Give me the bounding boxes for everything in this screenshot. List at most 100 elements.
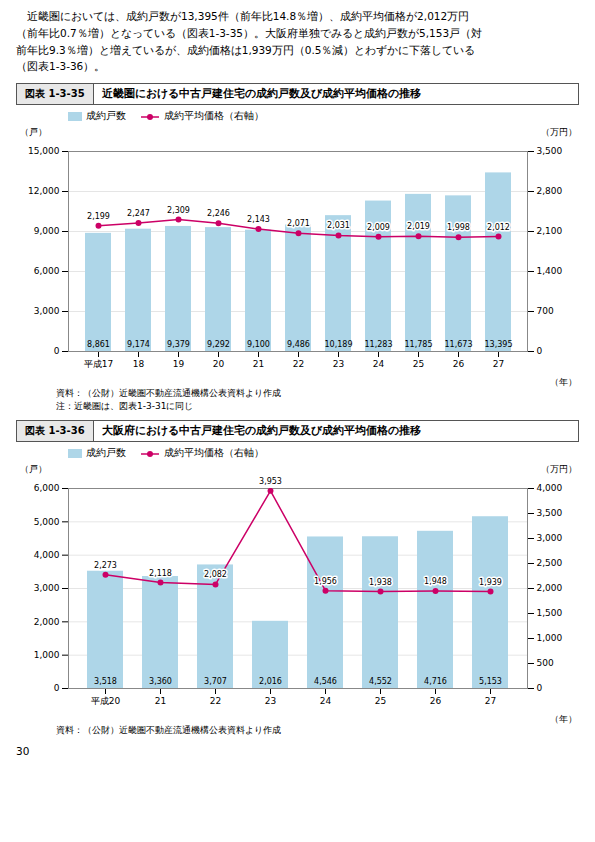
svg-text:11,785: 11,785 — [405, 340, 433, 349]
svg-text:2,016: 2,016 — [259, 677, 282, 686]
svg-text:2,246: 2,246 — [207, 209, 230, 218]
svg-text:（万円）: （万円） — [541, 127, 577, 137]
svg-text:4,000: 4,000 — [34, 550, 60, 560]
html-text:前年比9.3％増）と増えているが、成約価格は1,939万円（: 前年比9.3％増）と増えているが、成約価格は1,939万円（0.5％減）とわずか… — [16, 43, 476, 56]
svg-text:3,707: 3,707 — [204, 677, 227, 686]
svg-text:4,546: 4,546 — [314, 677, 337, 686]
svg-text:11,283: 11,283 — [365, 340, 393, 349]
svg-text:3,000: 3,000 — [34, 307, 60, 317]
svg-text:4,000: 4,000 — [537, 484, 563, 494]
svg-text:26: 26 — [430, 696, 442, 706]
svg-text:3,500: 3,500 — [537, 147, 563, 157]
svg-text:19: 19 — [173, 359, 185, 369]
svg-text:4,716: 4,716 — [424, 677, 447, 686]
svg-text:2,000: 2,000 — [34, 617, 60, 627]
svg-text:9,100: 9,100 — [247, 340, 270, 349]
svg-text:20: 20 — [213, 359, 225, 369]
svg-text:2,500: 2,500 — [537, 559, 563, 569]
svg-text:23: 23 — [333, 359, 344, 369]
svg-text:9,174: 9,174 — [127, 340, 150, 349]
svg-text:2,071: 2,071 — [287, 219, 310, 228]
svg-text:0: 0 — [54, 347, 60, 357]
svg-text:2,273: 2,273 — [94, 561, 117, 570]
svg-text:2,031: 2,031 — [327, 222, 350, 231]
svg-text:500: 500 — [537, 659, 554, 669]
svg-text:0: 0 — [537, 684, 543, 694]
svg-text:6,000: 6,000 — [34, 484, 60, 494]
svg-text:9,379: 9,379 — [167, 340, 190, 349]
svg-text:5,000: 5,000 — [34, 517, 60, 527]
svg-text:3,360: 3,360 — [149, 677, 172, 686]
svg-text:27: 27 — [493, 359, 504, 369]
svg-text:2,082: 2,082 — [204, 571, 227, 580]
svg-text:2,012: 2,012 — [487, 223, 510, 232]
svg-text:6,000: 6,000 — [34, 267, 60, 277]
svg-text:21: 21 — [253, 359, 264, 369]
svg-text:1,500: 1,500 — [537, 609, 563, 619]
svg-text:1,000: 1,000 — [34, 650, 60, 660]
svg-text:5,153: 5,153 — [479, 677, 502, 686]
svg-text:2,019: 2,019 — [407, 222, 430, 231]
svg-text:2,118: 2,118 — [149, 569, 172, 578]
svg-text:9,000: 9,000 — [34, 227, 60, 237]
svg-text:（年）: （年） — [550, 714, 577, 724]
html-text:大阪府における中古戸建住宅の成約戸数及び成約平均価格の推移: 大阪府における中古戸建住宅の成約戸数及び成約平均価格の推移 — [101, 424, 421, 437]
svg-text:1,938: 1,938 — [369, 578, 392, 587]
svg-text:25: 25 — [375, 696, 386, 706]
svg-text:10,189: 10,189 — [325, 340, 353, 349]
svg-text:2,309: 2,309 — [167, 206, 190, 215]
svg-text:11,673: 11,673 — [445, 340, 473, 349]
svg-text:22: 22 — [210, 696, 221, 706]
svg-text:21: 21 — [155, 696, 166, 706]
svg-text:1,400: 1,400 — [537, 267, 563, 277]
svg-text:13,395: 13,395 — [485, 340, 513, 349]
svg-text:22: 22 — [293, 359, 304, 369]
svg-text:2,199: 2,199 — [87, 212, 110, 221]
svg-text:平成17: 平成17 — [84, 359, 113, 369]
svg-text:2,000: 2,000 — [537, 584, 563, 594]
html-text:成約戸数: 成約戸数 — [86, 110, 126, 122]
svg-text:（年）: （年） — [550, 377, 577, 387]
html-text:（図表1-3-36）。: （図表1-3-36）。 — [16, 60, 106, 73]
svg-text:18: 18 — [133, 359, 145, 369]
svg-text:2,247: 2,247 — [127, 209, 150, 218]
svg-text:2,100: 2,100 — [537, 227, 563, 237]
svg-text:1,948: 1,948 — [424, 577, 447, 586]
svg-text:27: 27 — [485, 696, 496, 706]
svg-text:1,939: 1,939 — [479, 578, 502, 587]
svg-text:26: 26 — [453, 359, 465, 369]
html-text:成約平均価格（右軸）: 成約平均価格（右軸） — [164, 110, 264, 122]
svg-text:25: 25 — [413, 359, 424, 369]
svg-text:1,998: 1,998 — [447, 224, 470, 233]
svg-text:24: 24 — [373, 359, 385, 369]
svg-text:（戸）: （戸） — [20, 464, 47, 474]
svg-text:2,009: 2,009 — [367, 223, 390, 232]
svg-text:3,000: 3,000 — [34, 584, 60, 594]
svg-text:（戸）: （戸） — [20, 127, 47, 137]
html-text:（前年比0.7％増）となっている（図表1-3-35）。大阪府: （前年比0.7％増）となっている（図表1-3-35）。大阪府単独でみると成約戸数… — [16, 26, 483, 39]
svg-text:（万円）: （万円） — [541, 464, 577, 474]
svg-text:3,000: 3,000 — [537, 534, 563, 544]
html-text:図表 1-3-35: 図表 1-3-35 — [25, 88, 85, 100]
svg-text:8,861: 8,861 — [87, 340, 110, 349]
svg-text:12,000: 12,000 — [28, 187, 60, 197]
svg-text:3,953: 3,953 — [259, 477, 282, 486]
svg-text:3,500: 3,500 — [537, 509, 563, 519]
svg-text:15,000: 15,000 — [28, 147, 60, 157]
svg-text:0: 0 — [54, 684, 60, 694]
html-text:近畿圏における中古戸建住宅の成約戸数及び成約平均価格の推移: 近畿圏における中古戸建住宅の成約戸数及び成約平均価格の推移 — [101, 87, 421, 100]
svg-text:9,486: 9,486 — [287, 340, 310, 349]
svg-text:2,800: 2,800 — [537, 187, 563, 197]
svg-text:1,956: 1,956 — [314, 577, 337, 586]
svg-text:平成20: 平成20 — [91, 696, 121, 706]
html-text:近畿圏においては、成約戸数が13,395件（前年比14.8％: 近畿圏においては、成約戸数が13,395件（前年比14.8％増）、成約平均価格が… — [16, 10, 470, 22]
svg-text:0: 0 — [537, 347, 543, 357]
svg-text:23: 23 — [265, 696, 276, 706]
svg-text:3,518: 3,518 — [94, 677, 117, 686]
svg-text:1,000: 1,000 — [537, 634, 563, 644]
svg-text:24: 24 — [320, 696, 332, 706]
svg-text:2,143: 2,143 — [247, 215, 270, 224]
svg-text:4,552: 4,552 — [369, 677, 392, 686]
svg-text:9,292: 9,292 — [207, 340, 230, 349]
svg-text:700: 700 — [537, 307, 554, 317]
